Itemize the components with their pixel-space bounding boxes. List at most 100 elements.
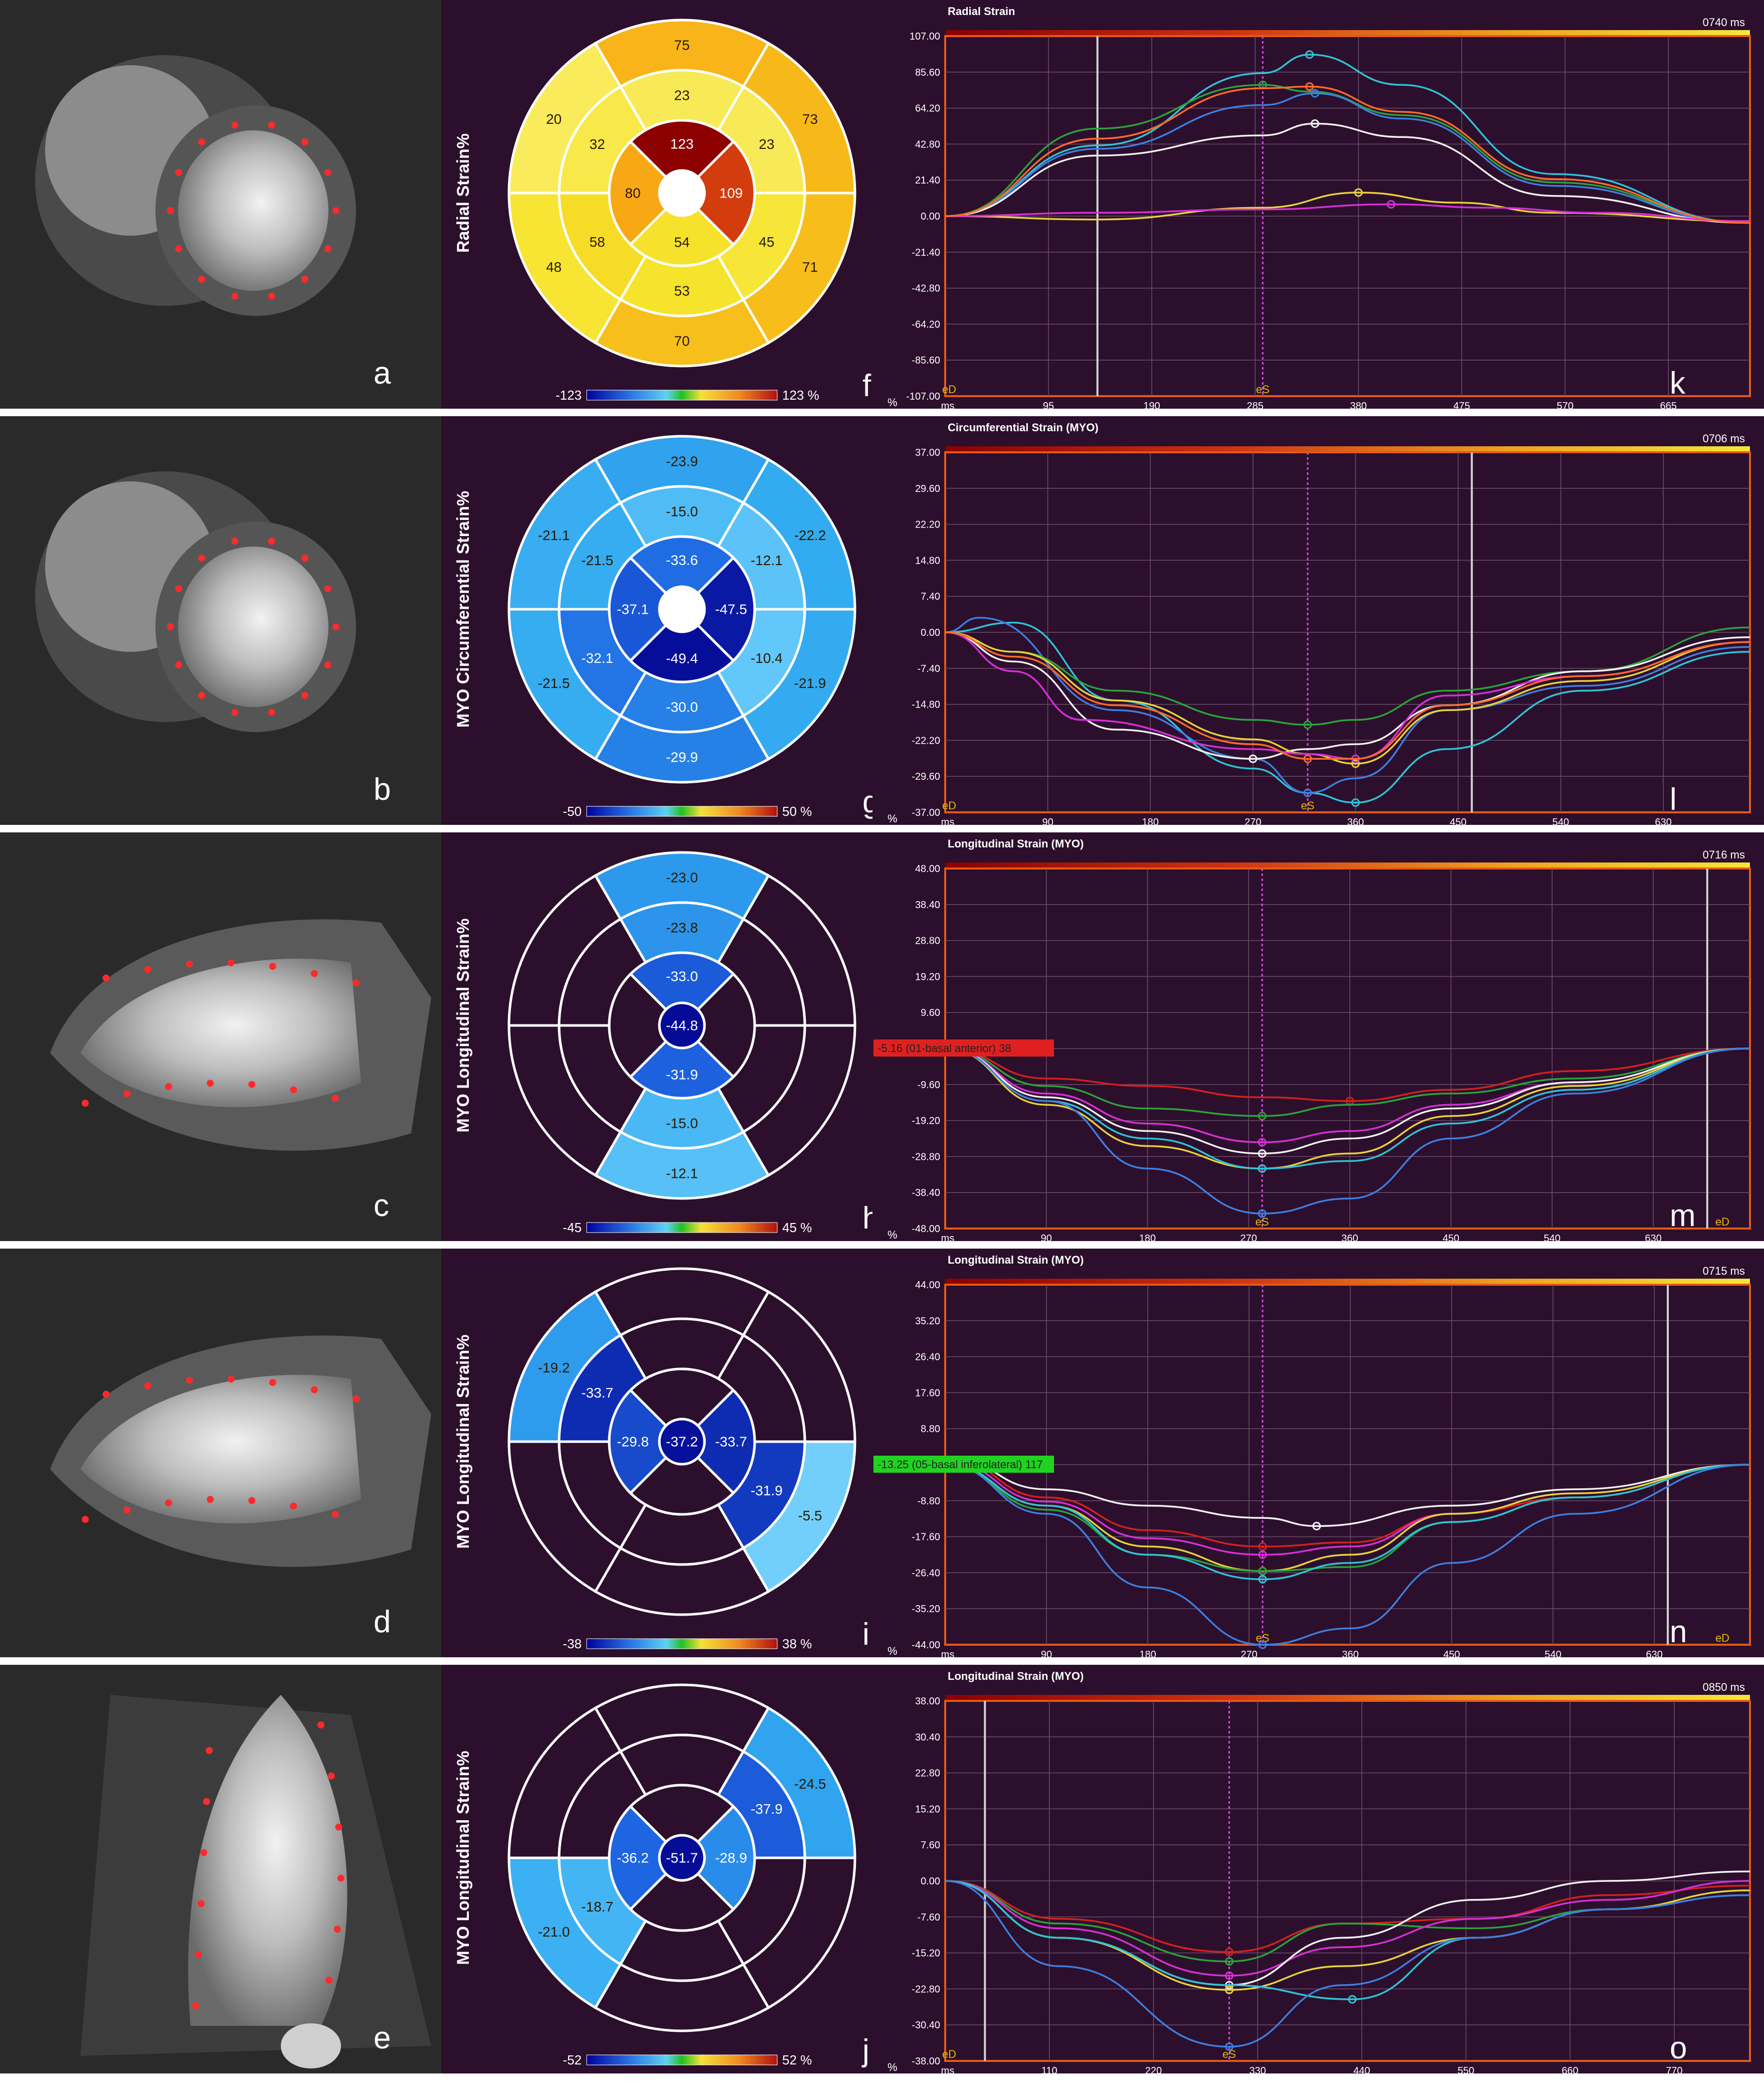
chart-background <box>872 1249 1764 1657</box>
colorbar <box>586 2054 778 2065</box>
peak-marker <box>1258 1640 1267 1649</box>
x-tick-label: ms <box>941 1233 955 1244</box>
bullseye-title: MYO Longitudinal Strain% <box>454 919 473 1133</box>
tracking-point <box>324 245 331 252</box>
x-tick-label: 570 <box>1557 401 1573 412</box>
panel-label: a <box>374 356 391 391</box>
tracking-point <box>198 138 206 146</box>
x-tick-label: 630 <box>1655 817 1672 828</box>
tracking-point <box>167 623 174 630</box>
x-tick-label: 90 <box>1041 1233 1052 1244</box>
tracking-point <box>352 979 360 986</box>
x-tick-label: ms <box>941 1649 955 1660</box>
y-tick-label: 38.40 <box>915 900 940 911</box>
x-tick-label: 330 <box>1249 2065 1266 2076</box>
bullseye-panel: -23.0 -12.1 -23.8 -15.0 -33.0 -31.9 -44.8 MYO L… <box>441 832 879 1241</box>
y-tick-label: 8.80 <box>921 1424 940 1435</box>
x-tick-label: 665 <box>1660 401 1677 412</box>
segment-value: -47.5 <box>715 602 747 617</box>
segment-value: -44.8 <box>666 1018 698 1033</box>
tracking-point <box>301 555 308 562</box>
y-tick-label: 22.80 <box>915 1768 940 1779</box>
x-tick-label: 270 <box>1241 1233 1257 1244</box>
colorbar-min: -123 <box>556 388 582 403</box>
peak-marker <box>1258 1550 1267 1559</box>
panel-label: m <box>1670 1198 1696 1233</box>
segment-value: 20 <box>546 111 562 127</box>
y-tick-label: -9.60 <box>917 1080 940 1091</box>
segment-value: -22.2 <box>794 528 826 543</box>
tracking-point <box>268 121 275 129</box>
tracking-point <box>175 585 183 593</box>
tooltip-box <box>873 1039 1054 1057</box>
segment-value: -28.9 <box>715 1850 747 1866</box>
segment-value: -15.0 <box>666 504 698 519</box>
tracking-point <box>231 709 239 716</box>
x-tick-label: 90 <box>1041 1649 1052 1660</box>
peak-marker <box>1351 798 1360 807</box>
y-tick-label: 7.40 <box>921 591 940 602</box>
y-axis-unit: % <box>888 1645 898 1657</box>
lv-blood-pool <box>80 958 361 1107</box>
peak-marker <box>1224 1948 1233 1957</box>
tracking-point <box>231 121 239 129</box>
y-tick-label: 0.00 <box>921 1876 940 1887</box>
y-tick-label: 30.40 <box>915 1732 940 1743</box>
strain-chart: Longitudinal Strain (MYO) 0850 ms% 38.00 30… <box>872 1665 1764 2076</box>
segment-value: -36.2 <box>617 1850 649 1866</box>
segment-value: -32.1 <box>581 650 613 666</box>
y-tick-label: 85.60 <box>915 67 940 78</box>
y-axis-unit: % <box>888 1229 898 1241</box>
y-tick-label: 37.00 <box>915 447 940 458</box>
tracking-point <box>227 959 235 967</box>
panel-label: o <box>1670 2031 1687 2065</box>
tracking-point <box>301 138 308 146</box>
es-label: eS <box>1256 383 1270 396</box>
segment-value: -49.4 <box>666 651 698 666</box>
ct-image: e <box>0 1665 441 2073</box>
segment-value: -24.5 <box>794 1776 826 1792</box>
peak-marker <box>1303 720 1312 729</box>
x-tick-label: ms <box>941 401 955 412</box>
bullseye-apex <box>658 1418 706 1466</box>
segment-value: -33.7 <box>715 1434 747 1450</box>
y-tick-label: -30.40 <box>912 2020 940 2031</box>
y-tick-label: 0.00 <box>921 211 940 222</box>
y-tick-label: -107.00 <box>906 391 940 402</box>
y-tick-label: 44.00 <box>915 1280 940 1291</box>
x-tick-label: 95 <box>1043 401 1054 412</box>
y-tick-label: -26.40 <box>912 1568 940 1579</box>
series-line <box>945 1880 1750 2048</box>
tracking-point <box>197 1900 205 1907</box>
segment-value: -30.0 <box>666 700 698 715</box>
aorta <box>281 2023 341 2068</box>
bullseye-title: MYO Longitudinal Strain% <box>454 1335 473 1549</box>
series-line <box>945 1048 1750 1155</box>
bullseye-apex-hole <box>662 173 701 213</box>
ed-label: eD <box>942 2048 956 2060</box>
peak-marker <box>1224 2042 1233 2051</box>
peak-marker <box>1258 1567 1267 1576</box>
tracking-point <box>332 623 339 630</box>
chart-title: Longitudinal Strain (MYO) <box>948 1670 1084 1682</box>
chart-background <box>872 832 1764 1241</box>
panel-label: n <box>1670 1615 1687 1649</box>
tracking-point <box>144 1382 151 1389</box>
y-tick-label: 9.60 <box>921 1007 940 1018</box>
peak-marker <box>1303 788 1312 797</box>
bullseye-panel: -23.9 -22.2 -21.9 -29.9 -21.5 -21.1 -15.0 -12.1… <box>441 416 879 825</box>
y-tick-label: -7.60 <box>917 1912 940 1923</box>
panel-label: j <box>861 2033 869 2068</box>
segment-value: -21.5 <box>538 675 570 691</box>
tracking-point <box>331 1095 339 1102</box>
bullseye-panel: -24.5 -21.0 -37.9 -18.7 -28.9 -36.2 -51.7 MYO L… <box>441 1665 872 2073</box>
tracking-point <box>195 1951 202 1959</box>
tracking-point <box>186 960 193 968</box>
tracking-point <box>324 585 331 593</box>
timeline-bar <box>945 862 1750 868</box>
x-tick-label: 360 <box>1342 1649 1358 1660</box>
ct-image: c <box>0 832 441 1241</box>
segment-value: -33.0 <box>666 969 698 984</box>
tracking-point <box>290 1502 297 1510</box>
bullseye-title: MYO Circumferential Strain% <box>454 491 473 728</box>
